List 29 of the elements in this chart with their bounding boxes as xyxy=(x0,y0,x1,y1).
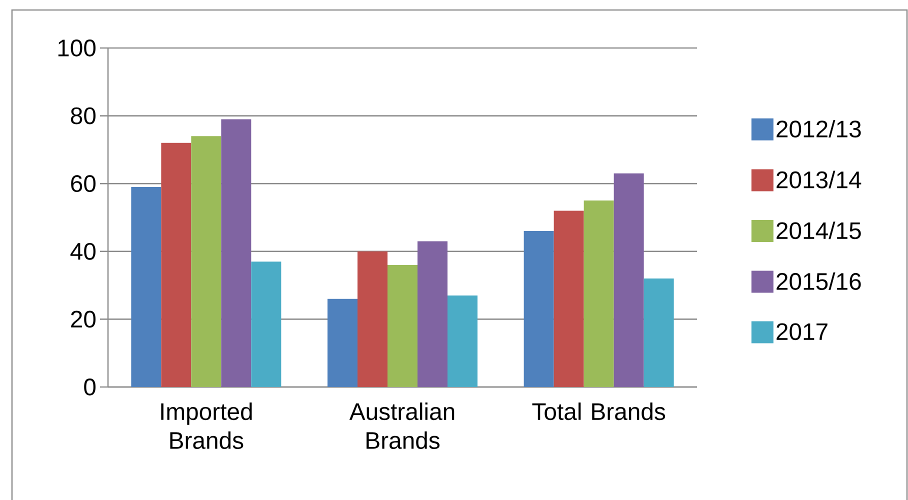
bar xyxy=(418,241,448,387)
legend-label: 2017 xyxy=(776,323,828,340)
y-tick-label: 0 xyxy=(84,378,96,396)
bar xyxy=(221,119,252,387)
legend-label: 2014/15 xyxy=(776,222,861,240)
y-tick-label: 60 xyxy=(71,175,96,192)
bar xyxy=(448,295,478,387)
y-tick-label: 80 xyxy=(70,107,96,124)
x-tick-label: Total Brands xyxy=(532,402,666,420)
legend-label: 2012/13 xyxy=(776,120,861,138)
x-tick-label: Imported Brands xyxy=(161,402,252,449)
bar xyxy=(554,210,584,387)
y-tick-label: 20 xyxy=(71,310,96,328)
y-tick-label: 40 xyxy=(70,242,96,260)
x-tick-label: Australian Brands xyxy=(349,402,454,449)
bar xyxy=(328,298,358,387)
bar xyxy=(614,173,644,387)
legend-label: 2015/16 xyxy=(776,272,861,290)
legend-label: 2013/14 xyxy=(776,170,862,188)
y-tick-label: 100 xyxy=(58,40,96,56)
bar xyxy=(388,264,418,387)
bar xyxy=(584,200,614,387)
bar xyxy=(644,278,674,387)
bar xyxy=(524,231,554,387)
bar xyxy=(251,262,282,387)
bar xyxy=(191,136,222,387)
bar xyxy=(161,142,192,387)
bar xyxy=(358,251,388,387)
bar xyxy=(131,186,162,387)
